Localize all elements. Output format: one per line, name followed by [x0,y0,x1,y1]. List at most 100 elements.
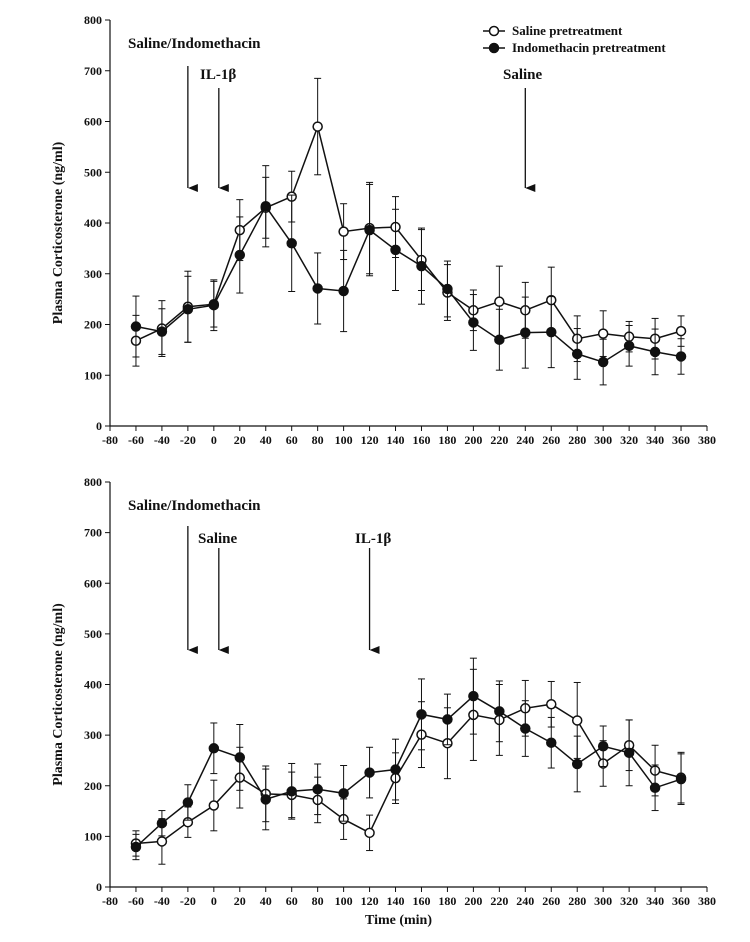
top-chart-x-tick-label: 0 [211,433,217,447]
top-chart-indomethacin-series [130,165,687,386]
top-chart-saline-point [494,296,505,307]
bottom-chart-indomethacin-point [312,784,323,795]
top-chart-x-tick-label: 40 [260,433,272,447]
bottom-chart-indomethacin-point [182,797,194,808]
bottom-chart-annotations: Saline/Indomethacin Saline IL-1β [128,498,391,654]
bottom-chart-indomethacin-line [135,695,682,848]
bottom-chart-x-tick-label: 20 [234,894,246,908]
top-chart-indomethacin-point [234,249,246,261]
bottom-chart-y-tick-label: 400 [84,678,102,692]
bottom-chart-x-tick-label: 100 [335,894,353,908]
bottom-chart-y-axis-label: Plasma Corticosterone (ng/ml) [51,603,66,786]
bottom-chart-x-tick-label: 260 [542,894,560,908]
bottom-chart-y-tick-label: 800 [84,475,102,489]
top-chart-x-tick-label: 100 [335,433,353,447]
top-chart-x-tick-label: -40 [154,433,170,447]
bottom-chart-x-tick-label: 80 [312,894,324,908]
bottom-chart-x-tick-label: 140 [387,894,405,908]
top-chart-saline-point [312,121,323,132]
top-chart-indomethacin-point [649,346,661,358]
top-chart-x-tick-label: 180 [438,433,456,447]
top-chart-y-tick-label: 100 [84,368,102,382]
top-chart-saline-point [597,328,609,339]
bottom-chart-y-tick-label: 300 [84,728,102,742]
top-chart-x-tick-label: 60 [286,433,298,447]
top-chart-x-tick-label: 300 [594,433,612,447]
top-chart-indomethacin-point [442,283,453,295]
bottom-chart-indomethacin-point [338,788,349,799]
bottom-chart-indomethacin-point [416,709,427,720]
bottom-chart-saline-point [364,827,375,839]
top-chart-saline-series [130,77,687,367]
bottom-chart-x-tick-label: 60 [286,894,298,908]
bottom-chart-indomethacin-point [571,758,583,770]
bottom-chart-y-tick-label: 500 [84,627,102,641]
top-chart-x-tick-label: -80 [102,433,118,447]
bottom-chart-indomethacin-point [546,737,557,748]
top-chart-indomethacin-point [312,283,323,294]
top-chart-indomethacin-point [675,351,687,362]
bottom-chart-x-tick-label: 160 [412,894,430,908]
bottom-chart-x-tick-label: 120 [361,894,379,908]
top-chart-indomethacin-point [130,321,142,332]
top-chart-y-tick-label: 600 [84,115,102,129]
bottom-chart-x-tick-label: 380 [698,894,716,908]
top-chart-x-tick-label: 380 [698,433,716,447]
top-chart-series [130,77,687,386]
bottom-chart-indomethacin-point [494,706,505,717]
legend-indomethacin-label: Indomethacin pretreatment [512,40,666,55]
top-chart-y-tick-label: 800 [84,13,102,27]
top-chart-indomethacin-point [338,285,349,297]
bottom-chart-x-tick-label: -20 [180,894,196,908]
bottom-chart-saline-point [156,836,168,847]
bottom-chart-indomethacin-point [442,714,453,725]
bottom-chart-indomethacin-point [675,773,687,785]
bottom-chart-saline-point [546,698,557,710]
bottom-chart-x-tick-label: 360 [672,894,690,908]
top-chart-annotation-label: IL-1β [200,67,236,83]
top-chart-indomethacin-point [546,326,557,338]
top-chart-indomethacin-point [208,299,220,311]
bottom-chart-indomethacin-point [156,817,168,829]
bottom-chart-y-tick-label: 600 [84,576,102,590]
bottom-chart-indomethacin-point [390,764,401,775]
top-chart-saline-point [675,325,687,337]
top-chart-x-tick-label: 20 [234,433,246,447]
top-chart-indomethacin-point [156,326,168,337]
top-chart-indomethacin-point [468,317,479,328]
top-chart-indomethacin-point [494,334,505,345]
top-chart-x-tick-label: 220 [490,433,508,447]
top-chart-indomethacin-point [182,304,194,315]
bottom-chart-indomethacin-point [286,786,297,797]
top-chart-x-tick-label: 340 [646,433,664,447]
top-chart-x-tick-label: -20 [180,433,196,447]
bottom-chart-indomethacin-point [208,743,220,754]
top-chart-x-tick-label: 140 [387,433,405,447]
top-chart-panel: 0 100 200 300 400 500 600 700 800 -80 -60 -40 -20 0 20… [51,13,716,447]
bottom-chart-y-tick-label: 100 [84,829,102,843]
top-chart-annotations: Saline/Indomethacin IL-1β Saline [128,36,543,192]
top-chart-axes: 0 100 200 300 400 500 600 700 800 -80 -60 -40 -20 0 20… [84,13,716,447]
top-chart-x-tick-label: 240 [516,433,534,447]
legend-indomethacin-marker [488,42,500,54]
top-chart-indomethacin-point [260,201,271,212]
bottom-chart-annotation-label: Saline/Indomethacin [128,498,261,514]
top-chart-indomethacin-point [390,244,401,256]
bottom-chart-x-tick-label: 0 [211,894,217,908]
bottom-chart-x-tick-label: -60 [128,894,144,908]
top-chart-saline-point [338,226,349,237]
bottom-chart-y-tick-label: 700 [84,526,102,540]
bottom-chart-x-axis-label: Time (min) [365,913,432,928]
bottom-chart-x-tick-label: 240 [516,894,534,908]
bottom-chart-x-tick-label: 40 [260,894,272,908]
top-chart-x-tick-label: 120 [361,433,379,447]
bottom-chart-indomethacin-point [649,782,661,794]
top-chart-annotation-label: Saline [503,67,543,83]
top-chart-x-tick-label: 360 [672,433,690,447]
top-chart-y-tick-label: 700 [84,64,102,78]
bottom-chart-annotation-label: Saline [198,531,238,547]
top-chart-y-tick-label: 500 [84,165,102,179]
bottom-chart-saline-line [135,703,682,845]
top-chart-y-tick-label: 400 [84,216,102,230]
top-chart-indomethacin-point [364,224,375,236]
